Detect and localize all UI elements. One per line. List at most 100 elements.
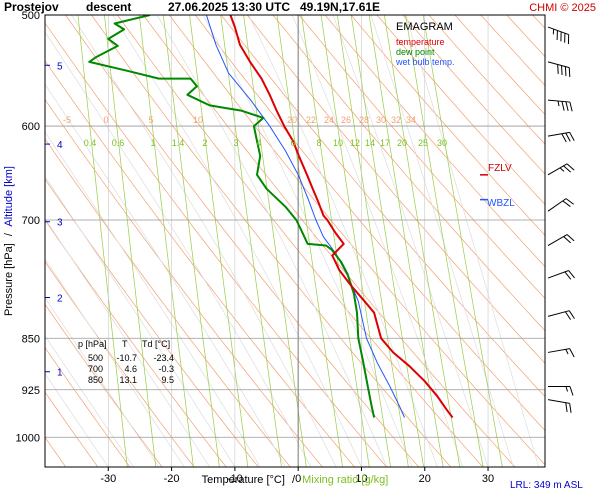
altitude-tick-label: 4 — [57, 140, 63, 151]
moist-adiabat — [45, 258, 185, 467]
moist-adiabat — [45, 175, 236, 467]
wind-barb-feather — [565, 101, 569, 112]
moist-adiabat — [156, 15, 388, 467]
wind-barb-feather — [569, 403, 572, 413]
wind-barb-feather — [568, 270, 575, 279]
wind-barb-feather — [569, 101, 573, 112]
wind-barb-feather — [563, 165, 572, 173]
moist-adiabat — [45, 372, 109, 467]
moist-adiabat — [45, 217, 210, 467]
mixing-ratio-line — [383, 15, 461, 467]
svg-text:Pressure [hPa] / A: Pressure [hPa] / Altitude [km] — [3, 166, 15, 316]
table-cell: 4.6 — [124, 364, 137, 374]
table-cell: -23.4 — [153, 353, 174, 363]
wind-barb — [547, 198, 574, 212]
mixing-ratio-label: 4 — [256, 138, 261, 148]
mixing-ratio-line — [189, 15, 249, 467]
mixing-ratio-label: 0.6 — [112, 138, 125, 148]
dry-adiabat — [402, 15, 545, 175]
mixing-ratio-label: 25 — [418, 138, 428, 148]
wind-barb — [547, 399, 572, 413]
dry-adiabat-label: 30 — [376, 115, 386, 125]
x-axis-label-mixing: Mixing ratio [g/kg] — [302, 474, 388, 486]
legend-temperature: temperature — [396, 37, 445, 47]
moist-adiabat — [45, 83, 286, 467]
mixing-ratio-line — [77, 15, 128, 467]
x-axis-sep: / — [292, 474, 296, 486]
x-tick-label: -30 — [100, 473, 116, 485]
mixing-ratio-label: 10 — [333, 138, 343, 148]
dry-adiabat — [65, 15, 419, 467]
y-axis-label-altitude: Altitude [km] — [3, 166, 15, 227]
wind-barb — [547, 99, 573, 112]
table-cell: 700 — [88, 364, 103, 374]
x-tick-label: -20 — [164, 473, 180, 485]
wind-barb-feather — [565, 402, 568, 413]
mixing-ratio-line — [104, 15, 157, 467]
x-tick-label: 30 — [482, 473, 494, 485]
wind-barb-feather — [565, 198, 574, 205]
moist-adiabat — [248, 15, 438, 467]
altitude-tick-label: 5 — [57, 61, 63, 72]
x-axis-title: Temperature [°C] / Mixing ratio [g/kg] — [202, 474, 389, 486]
wind-barb-feather — [562, 200, 571, 207]
y-tick-label: 500 — [22, 10, 40, 22]
chart-title: EMAGRAM — [396, 21, 453, 33]
wind-barb-feather — [561, 133, 567, 143]
mixing-ratio-label: 2 — [202, 138, 207, 148]
y-tick-label: 850 — [22, 333, 40, 345]
mixing-ratio-line — [422, 15, 503, 467]
mixing-ratio-line — [368, 15, 444, 467]
moist-adiabat — [45, 297, 160, 467]
dry-adiabat — [45, 60, 355, 467]
table-cell: -10.7 — [116, 353, 137, 363]
wind-barb-feather — [561, 101, 565, 111]
table-cell: -0.3 — [158, 364, 174, 374]
x-tick-label: 20 — [419, 473, 431, 485]
wind-barb — [547, 163, 575, 176]
dry-adiabat — [45, 138, 291, 467]
table-header-t: T — [122, 339, 128, 349]
mixing-ratio-label: 6 — [290, 138, 295, 148]
plot-frame — [44, 14, 546, 468]
copyright: CHMI © 2025 — [529, 2, 596, 14]
dry-adiabat-label: 22 — [306, 115, 316, 125]
mixing-ratio-line — [405, 15, 484, 467]
dry-adiabat-label: 32 — [391, 115, 401, 125]
station-coords: 49.19N,17.61E — [300, 0, 380, 14]
wind-barb — [547, 310, 575, 320]
dry-adiabat — [45, 261, 195, 467]
station-name: Prostejov — [4, 0, 59, 14]
wind-barb-feather — [563, 236, 572, 244]
mixing-ratio-line — [162, 15, 220, 467]
value-table: p [hPa] T Td [°C] 500 -10.7 -23.4 700 4.… — [78, 339, 174, 385]
dry-adiabat — [298, 15, 545, 299]
wind-barb — [547, 234, 575, 246]
wind-barb — [547, 61, 571, 78]
wind-barb-half-feather — [557, 100, 560, 107]
wind-barb-feather — [569, 132, 575, 141]
moist-adiabat — [45, 131, 261, 467]
x-axis-label: Temperature [°C] — [202, 474, 285, 486]
mixing-ratio-line — [138, 15, 194, 467]
wind-barb — [547, 131, 575, 143]
mixing-ratio-label: 3 — [233, 138, 238, 148]
table-header-p: p [hPa] — [78, 339, 107, 349]
wind-barb-half-feather — [565, 386, 568, 392]
y-axis-label: Pressure [hPa] — [3, 243, 15, 316]
wind-barb — [547, 26, 570, 45]
lrl-label: LRL: 349 m ASL — [510, 480, 583, 491]
moist-adiabat — [332, 15, 489, 467]
table-header-td: Td [°C] — [142, 339, 170, 349]
dry-adiabat — [324, 15, 545, 268]
wind-barb-feather — [566, 234, 575, 242]
dry-adiabat — [45, 178, 259, 467]
table-cell: 9.5 — [161, 375, 174, 385]
wind-barb-feather — [557, 64, 559, 74]
wind-barb — [547, 270, 575, 280]
dry-adiabat — [376, 15, 545, 205]
wind-barb-feather — [564, 311, 572, 320]
series-layer — [88, 15, 454, 419]
sounding-datetime: 27.06.2025 13:30 UTC — [168, 0, 290, 14]
